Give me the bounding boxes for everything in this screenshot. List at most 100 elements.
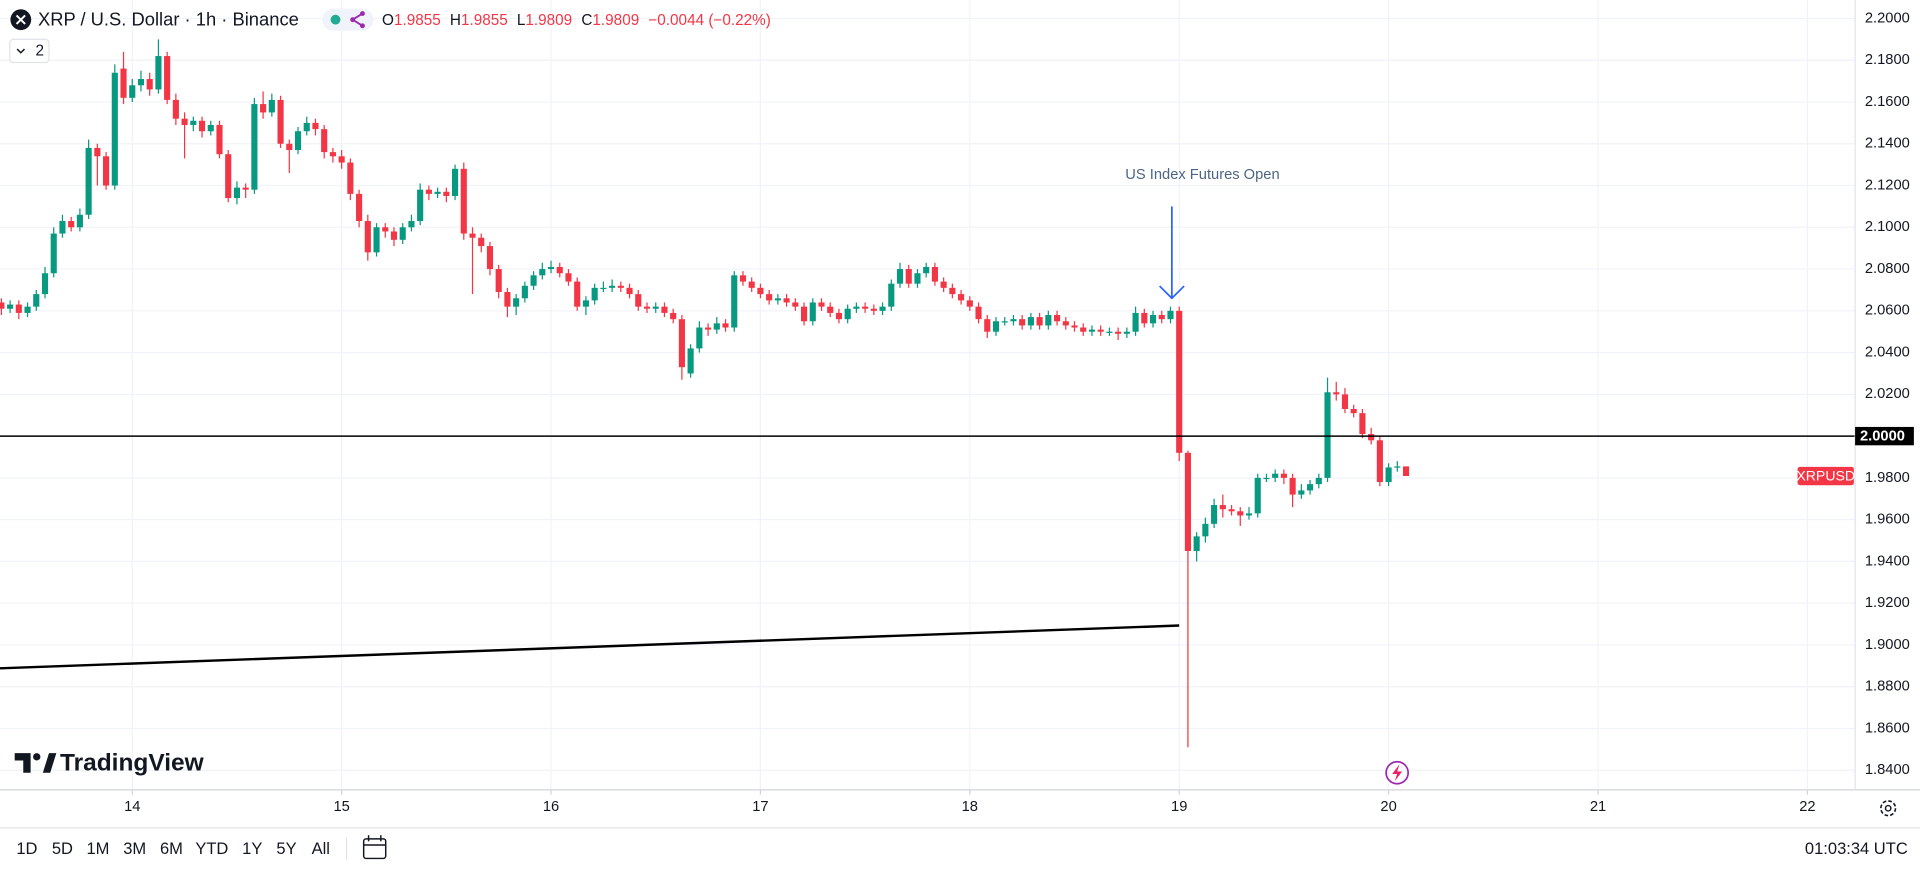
candle-body <box>705 327 712 330</box>
candle-body <box>198 120 206 132</box>
candle-body <box>835 312 843 320</box>
candle-body <box>68 221 75 228</box>
candle-body <box>966 300 973 307</box>
range-button[interactable]: 3M <box>123 839 146 858</box>
candle-body <box>207 124 214 132</box>
candle-body <box>504 292 511 307</box>
candle-body <box>949 287 956 295</box>
candle-body <box>722 323 729 328</box>
candle-body <box>347 162 354 194</box>
candle-body <box>539 269 546 276</box>
clock[interactable]: 01:03:34 UTC <box>1805 839 1908 858</box>
candle-body <box>1394 466 1401 468</box>
candle-body <box>1167 310 1174 320</box>
candle-body <box>286 143 293 151</box>
y-tick-label: 1.8600 <box>1865 720 1910 736</box>
candle-body <box>41 273 49 295</box>
trend-line <box>0 624 1180 670</box>
candle-body <box>643 306 651 309</box>
annotation-text: US Index Futures Open <box>1125 166 1280 182</box>
candle-body <box>103 156 110 186</box>
candle-body <box>1315 477 1322 485</box>
horizontal-line-label: 2.0000 <box>1860 429 1905 445</box>
candle-body <box>1036 317 1043 326</box>
range-button[interactable]: 5Y <box>276 839 296 858</box>
candle-body <box>1062 321 1069 326</box>
candle-body <box>591 287 598 301</box>
candle-body <box>1123 331 1130 334</box>
candle-body <box>809 302 816 322</box>
candle-body <box>303 122 310 132</box>
candle-body <box>233 187 241 199</box>
candle-body <box>827 306 834 313</box>
range-button[interactable]: 5D <box>52 839 73 858</box>
candle-body <box>486 246 494 270</box>
candle-body <box>1350 408 1357 414</box>
settings-button[interactable] <box>1880 800 1897 817</box>
y-tick-label: 1.9000 <box>1865 637 1910 653</box>
y-tick-label: 1.9200 <box>1865 595 1910 611</box>
candle-body <box>451 168 459 196</box>
y-tick-label: 2.2000 <box>1865 10 1910 26</box>
range-button[interactable]: All <box>312 839 330 858</box>
candle-body <box>120 68 127 98</box>
range-button[interactable]: 6M <box>160 839 183 858</box>
candle-body <box>1228 509 1235 512</box>
horizontal-line-label-box <box>1855 426 1914 446</box>
candle-body <box>225 154 232 199</box>
candle-body <box>478 237 485 247</box>
candle-body <box>1272 473 1279 478</box>
indicators-toggle[interactable] <box>9 38 50 64</box>
candle-body <box>277 99 284 144</box>
candle-body <box>417 189 424 222</box>
candle-body <box>294 131 302 151</box>
price-label-box <box>1797 466 1854 486</box>
brand-logo[interactable]: TradingView <box>14 750 205 777</box>
candle-body <box>1071 325 1078 328</box>
x-tick-label: 22 <box>1799 799 1815 815</box>
candle-body <box>530 275 537 286</box>
range-button[interactable]: 1M <box>86 839 109 858</box>
candle-body <box>1263 477 1270 480</box>
candle-body <box>984 319 991 332</box>
candle-body <box>888 283 895 307</box>
y-tick-label: 2.0800 <box>1865 261 1910 277</box>
candle-body <box>975 306 982 320</box>
candle-body <box>1307 484 1314 491</box>
y-tick-label: 1.9600 <box>1865 512 1910 528</box>
range-button[interactable]: 1D <box>16 839 37 858</box>
candle-body <box>696 327 703 349</box>
candle-body <box>853 306 860 309</box>
candle-body <box>600 287 607 290</box>
market-status-dot <box>330 14 341 25</box>
candle-body <box>547 266 555 270</box>
range-button[interactable]: 1Y <box>242 839 262 858</box>
candle-body <box>1211 505 1218 524</box>
plot-area <box>0 39 1856 748</box>
candle-body <box>1141 312 1148 324</box>
symbol-title[interactable]: XRP / U.S. Dollar · 1h · Binance <box>38 9 299 30</box>
gear-outline <box>1880 800 1897 817</box>
candle-body <box>792 302 799 307</box>
candle-body <box>844 308 851 320</box>
candle-body <box>670 312 677 320</box>
range-button[interactable]: YTD <box>195 839 228 858</box>
price-label: XRPUSD <box>1796 467 1855 483</box>
candle-body <box>1149 314 1157 324</box>
y-tick-label: 2.1200 <box>1865 177 1910 193</box>
candle-body <box>1324 392 1331 478</box>
candle-body <box>905 269 912 284</box>
ohlc-values: O1.9855 H1.9855 L1.9809 C1.9809 −0.0044 … <box>382 12 771 29</box>
candle-body <box>800 306 808 322</box>
candle-body <box>164 56 171 100</box>
gear-center <box>1884 804 1892 812</box>
status-pill[interactable] <box>322 8 374 31</box>
quick-action-icon[interactable] <box>1385 760 1410 785</box>
candle-body <box>609 285 616 288</box>
candle-body <box>443 191 450 196</box>
candle-body <box>713 323 720 330</box>
date-range-button[interactable] <box>362 835 387 860</box>
candle-body <box>1202 523 1209 537</box>
candle-body <box>1080 327 1087 332</box>
